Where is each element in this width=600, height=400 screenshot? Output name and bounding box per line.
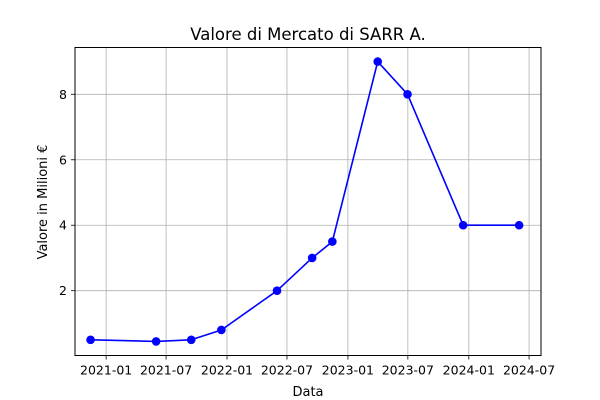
x-tick-label: 2021-01 [80, 363, 132, 378]
data-point [403, 90, 412, 99]
plot-frame [74, 47, 542, 356]
data-point [328, 237, 337, 246]
y-tick-label: 8 [59, 87, 67, 102]
data-point [373, 57, 383, 66]
y-tick-label: 6 [59, 152, 67, 167]
data-point [217, 325, 226, 335]
data-point [458, 220, 468, 230]
x-tick-label: 2021-07 [140, 363, 192, 378]
x-tick-label: 2024-01 [443, 363, 495, 378]
x-tick-label: 2023-01 [322, 363, 374, 378]
chart-title: Valore di Mercato di SARR A. [190, 25, 426, 44]
data-point [151, 337, 161, 346]
y-tick-label: 2 [59, 283, 67, 298]
data-point [272, 286, 282, 295]
data-point [514, 220, 524, 230]
x-tick-label: 2023-07 [382, 363, 434, 378]
x-tick-label: 2024-07 [503, 363, 555, 378]
y-axis-label: Valore in Milioni € [36, 145, 51, 260]
y-tick-label: 4 [59, 218, 67, 233]
series-layer [86, 57, 524, 346]
x-axis-label: Data [292, 385, 323, 400]
data-point [86, 335, 95, 345]
x-tick-label: 2022-07 [261, 363, 313, 378]
data-point [186, 335, 196, 345]
data-point [307, 253, 317, 263]
x-tick-label: 2022-01 [201, 363, 253, 378]
ticks: 2021-01 2021-07 2022-01 2022-07 2023-01 2023-… [59, 87, 555, 378]
